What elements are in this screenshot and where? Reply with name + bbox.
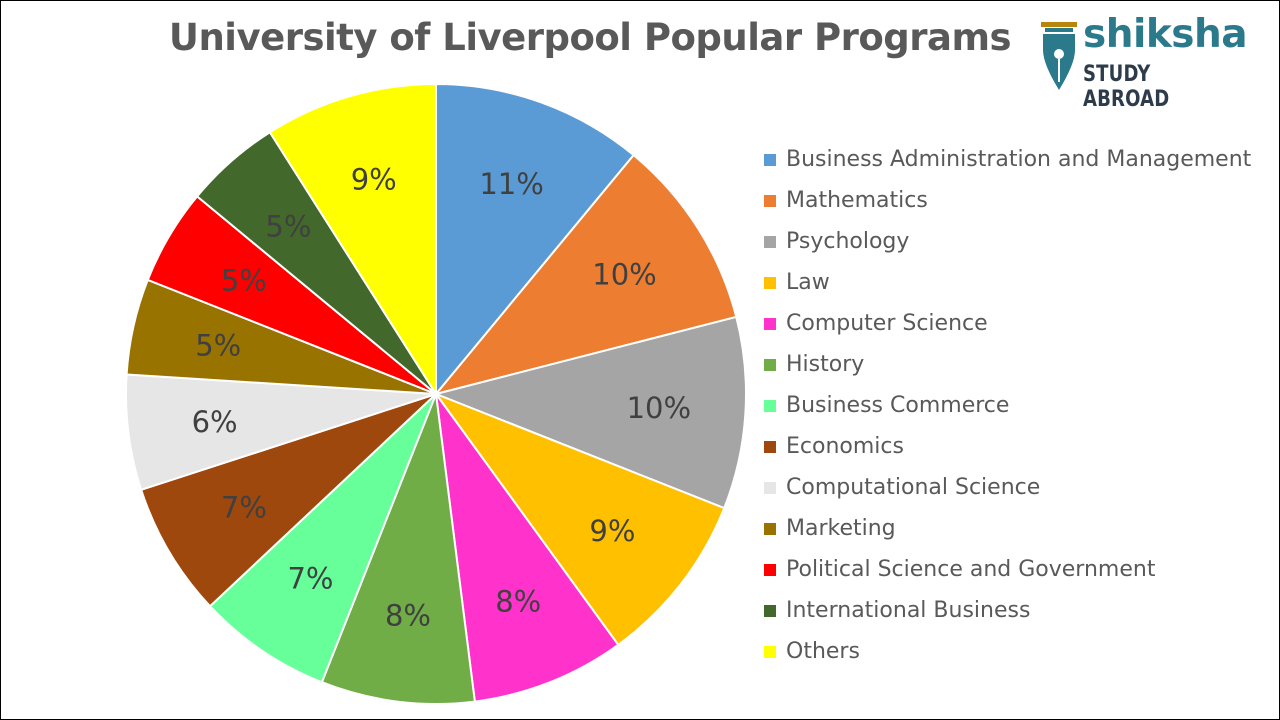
chart-legend: Business Administration and Management Ma…: [764, 139, 1251, 672]
legend-item-13: Others: [764, 631, 1251, 672]
legend-swatch: [764, 604, 776, 617]
legend-item-10: Marketing: [764, 508, 1251, 549]
slice-data-label-9: 6%: [192, 405, 238, 439]
legend-swatch: [764, 276, 776, 289]
legend-swatch: [764, 645, 776, 658]
pie-slice-7: [208, 393, 437, 684]
legend-label: Economics: [786, 434, 904, 459]
legend-label: Law: [786, 270, 830, 295]
chart-title: University of Liverpool Popular Programs: [168, 16, 1012, 59]
pie-slice-4: [433, 391, 726, 647]
slice-data-label-5: 8%: [495, 585, 541, 619]
legend-swatch: [764, 399, 776, 412]
legend-item-9: Computational Science: [764, 467, 1251, 508]
slice-data-label-4: 9%: [589, 514, 635, 548]
legend-label: History: [786, 352, 865, 377]
legend-item-3: Psychology: [764, 221, 1251, 262]
legend-label: Marketing: [786, 516, 896, 541]
legend-label: Political Science and Government: [786, 557, 1156, 582]
pie-slice-5: [435, 393, 620, 703]
slice-data-label-12: 5%: [265, 210, 311, 244]
legend-item-4: Law: [764, 262, 1251, 303]
slice-data-label-13: 9%: [351, 163, 397, 197]
legend-item-8: Economics: [764, 426, 1251, 467]
pie-slice-6: [320, 393, 476, 705]
legend-swatch: [764, 153, 776, 166]
logo-wordmark: shiksha: [1083, 12, 1248, 57]
legend-swatch: [764, 481, 776, 494]
pen-nib-icon: [1041, 22, 1077, 90]
pie-slice-8: [139, 393, 437, 608]
legend-item-7: Business Commerce: [764, 385, 1251, 426]
legend-label: Psychology: [786, 229, 910, 254]
legend-swatch: [764, 522, 776, 535]
slice-data-label-8: 7%: [221, 491, 267, 525]
legend-item-6: History: [764, 344, 1251, 385]
slice-data-label-11: 5%: [221, 263, 267, 297]
logo-subtitle: STUDY ABROAD: [1083, 62, 1170, 112]
legend-swatch: [764, 563, 776, 576]
legend-label: Computer Science: [786, 311, 988, 336]
pie-slice-1: [435, 82, 636, 397]
legend-swatch: [764, 358, 776, 371]
slice-data-label-3: 10%: [627, 391, 691, 425]
legend-swatch: [764, 235, 776, 248]
legend-swatch: [764, 317, 776, 330]
pie-slice-2: [433, 153, 738, 396]
slice-data-label-1: 11%: [479, 167, 543, 201]
legend-item-2: Mathematics: [764, 180, 1251, 221]
pie-slice-13: [268, 82, 437, 398]
slice-data-label-2: 10%: [592, 257, 656, 291]
legend-label: Computational Science: [786, 475, 1041, 500]
legend-item-12: International Business: [764, 590, 1251, 631]
legend-item-1: Business Administration and Management: [764, 139, 1251, 180]
legend-label: Others: [786, 639, 860, 664]
legend-label: Business Administration and Management: [786, 147, 1252, 172]
legend-item-11: Political Science and Government: [764, 549, 1251, 590]
slice-data-label-6: 8%: [385, 598, 431, 632]
legend-label: International Business: [786, 598, 1031, 623]
pie-slice-3: [432, 315, 747, 510]
shiksha-logo: shiksha STUDY ABROAD: [1035, 12, 1271, 112]
legend-swatch: [764, 440, 776, 453]
legend-swatch: [764, 194, 776, 207]
legend-item-5: Computer Science: [764, 303, 1251, 344]
legend-label: Business Commerce: [786, 393, 1010, 418]
slice-data-label-10: 5%: [195, 328, 241, 362]
legend-label: Mathematics: [786, 188, 928, 213]
slice-data-label-7: 7%: [287, 562, 333, 596]
